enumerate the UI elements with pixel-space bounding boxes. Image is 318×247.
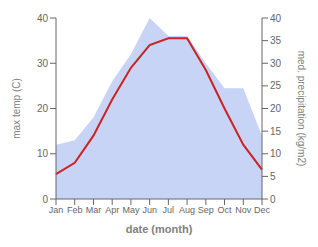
- svg-text:May: May: [122, 205, 140, 215]
- svg-text:35: 35: [270, 35, 282, 46]
- svg-text:Nov: Nov: [235, 205, 252, 215]
- svg-text:0: 0: [42, 194, 48, 205]
- svg-text:Jun: Jun: [142, 205, 157, 215]
- svg-text:Oct: Oct: [218, 205, 233, 215]
- svg-text:Dec: Dec: [254, 205, 271, 215]
- svg-text:Jul: Jul: [163, 205, 175, 215]
- svg-text:max temp (C): max temp (C): [11, 78, 22, 139]
- svg-text:25: 25: [270, 80, 282, 91]
- svg-text:40: 40: [270, 13, 282, 24]
- svg-text:Aug: Aug: [179, 205, 195, 215]
- svg-text:10: 10: [37, 148, 49, 159]
- svg-text:0: 0: [270, 194, 276, 205]
- svg-text:Feb: Feb: [67, 205, 83, 215]
- svg-text:10: 10: [270, 148, 282, 159]
- svg-text:15: 15: [270, 126, 282, 137]
- svg-text:30: 30: [270, 58, 282, 69]
- svg-text:20: 20: [37, 103, 49, 114]
- svg-text:Sep: Sep: [198, 205, 214, 215]
- svg-text:20: 20: [270, 103, 282, 114]
- svg-text:30: 30: [37, 58, 49, 69]
- svg-text:med. precipitation (kg/m2): med. precipitation (kg/m2): [296, 51, 307, 167]
- svg-text:Apr: Apr: [105, 205, 119, 215]
- svg-text:date (month): date (month): [126, 223, 193, 235]
- svg-text:Mar: Mar: [86, 205, 102, 215]
- svg-text:Jan: Jan: [49, 205, 64, 215]
- svg-text:40: 40: [37, 13, 49, 24]
- svg-text:5: 5: [270, 171, 276, 182]
